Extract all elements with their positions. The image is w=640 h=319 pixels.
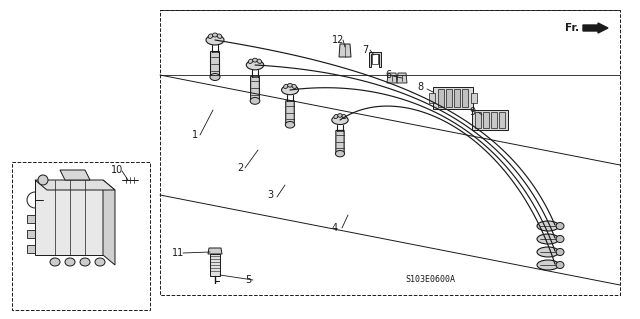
FancyArrow shape bbox=[583, 23, 608, 33]
Polygon shape bbox=[60, 170, 90, 180]
Polygon shape bbox=[387, 73, 397, 83]
Ellipse shape bbox=[257, 59, 262, 63]
Ellipse shape bbox=[246, 60, 264, 70]
Text: 5: 5 bbox=[245, 275, 251, 285]
Ellipse shape bbox=[556, 235, 564, 242]
Text: Fr.: Fr. bbox=[565, 23, 579, 33]
Bar bbox=[462, 89, 468, 107]
Polygon shape bbox=[27, 245, 35, 253]
FancyBboxPatch shape bbox=[285, 101, 294, 125]
Circle shape bbox=[38, 175, 48, 185]
Text: 7: 7 bbox=[362, 45, 368, 55]
Ellipse shape bbox=[537, 234, 559, 244]
Ellipse shape bbox=[253, 58, 257, 62]
Bar bbox=[429, 93, 435, 103]
FancyBboxPatch shape bbox=[251, 76, 259, 101]
Ellipse shape bbox=[342, 115, 346, 119]
Ellipse shape bbox=[332, 115, 348, 124]
Ellipse shape bbox=[284, 84, 288, 88]
Text: 1: 1 bbox=[192, 130, 198, 140]
Ellipse shape bbox=[292, 84, 296, 88]
Ellipse shape bbox=[556, 249, 564, 256]
Ellipse shape bbox=[537, 247, 559, 257]
Bar bbox=[475, 112, 481, 128]
Polygon shape bbox=[27, 215, 35, 223]
Text: 6: 6 bbox=[385, 70, 391, 80]
Text: S103E0600A: S103E0600A bbox=[405, 276, 455, 285]
Ellipse shape bbox=[282, 85, 298, 95]
Polygon shape bbox=[35, 180, 115, 190]
Text: 4: 4 bbox=[332, 223, 338, 233]
Ellipse shape bbox=[334, 115, 338, 119]
Bar bbox=[438, 89, 444, 107]
Ellipse shape bbox=[80, 258, 90, 266]
Bar bbox=[491, 112, 497, 128]
FancyBboxPatch shape bbox=[336, 130, 344, 154]
Bar bbox=[210, 254, 220, 276]
Ellipse shape bbox=[537, 260, 559, 270]
Ellipse shape bbox=[285, 122, 294, 128]
Text: 10: 10 bbox=[111, 165, 123, 175]
Text: 2: 2 bbox=[237, 163, 243, 173]
Bar bbox=[12, 162, 150, 310]
Ellipse shape bbox=[537, 221, 559, 231]
Polygon shape bbox=[27, 230, 35, 238]
Ellipse shape bbox=[212, 33, 218, 37]
Ellipse shape bbox=[338, 114, 342, 117]
Ellipse shape bbox=[206, 35, 224, 45]
Ellipse shape bbox=[65, 258, 75, 266]
Bar bbox=[454, 89, 460, 107]
Ellipse shape bbox=[248, 59, 253, 63]
Polygon shape bbox=[35, 180, 103, 255]
Text: 9: 9 bbox=[469, 107, 475, 117]
Bar bbox=[499, 112, 505, 128]
Text: 8: 8 bbox=[417, 82, 423, 92]
Bar bbox=[433, 87, 473, 109]
FancyBboxPatch shape bbox=[211, 51, 220, 78]
Bar bbox=[483, 112, 489, 128]
Polygon shape bbox=[397, 73, 407, 83]
Ellipse shape bbox=[208, 34, 213, 38]
Bar bbox=[372, 54, 378, 64]
Polygon shape bbox=[369, 52, 381, 67]
Polygon shape bbox=[103, 180, 115, 265]
Text: 11: 11 bbox=[172, 248, 184, 258]
Ellipse shape bbox=[50, 258, 60, 266]
Bar bbox=[471, 93, 477, 103]
Ellipse shape bbox=[250, 98, 260, 104]
Bar bbox=[472, 110, 508, 130]
Ellipse shape bbox=[335, 151, 344, 157]
Bar bbox=[446, 89, 452, 107]
Ellipse shape bbox=[556, 222, 564, 229]
Ellipse shape bbox=[556, 262, 564, 269]
Text: 12: 12 bbox=[332, 35, 344, 45]
Bar bbox=[160, 10, 620, 295]
Ellipse shape bbox=[287, 84, 292, 87]
Text: 3: 3 bbox=[267, 190, 273, 200]
Polygon shape bbox=[339, 44, 351, 57]
Ellipse shape bbox=[95, 258, 105, 266]
Ellipse shape bbox=[210, 73, 220, 80]
Polygon shape bbox=[208, 248, 222, 254]
Ellipse shape bbox=[217, 34, 222, 38]
